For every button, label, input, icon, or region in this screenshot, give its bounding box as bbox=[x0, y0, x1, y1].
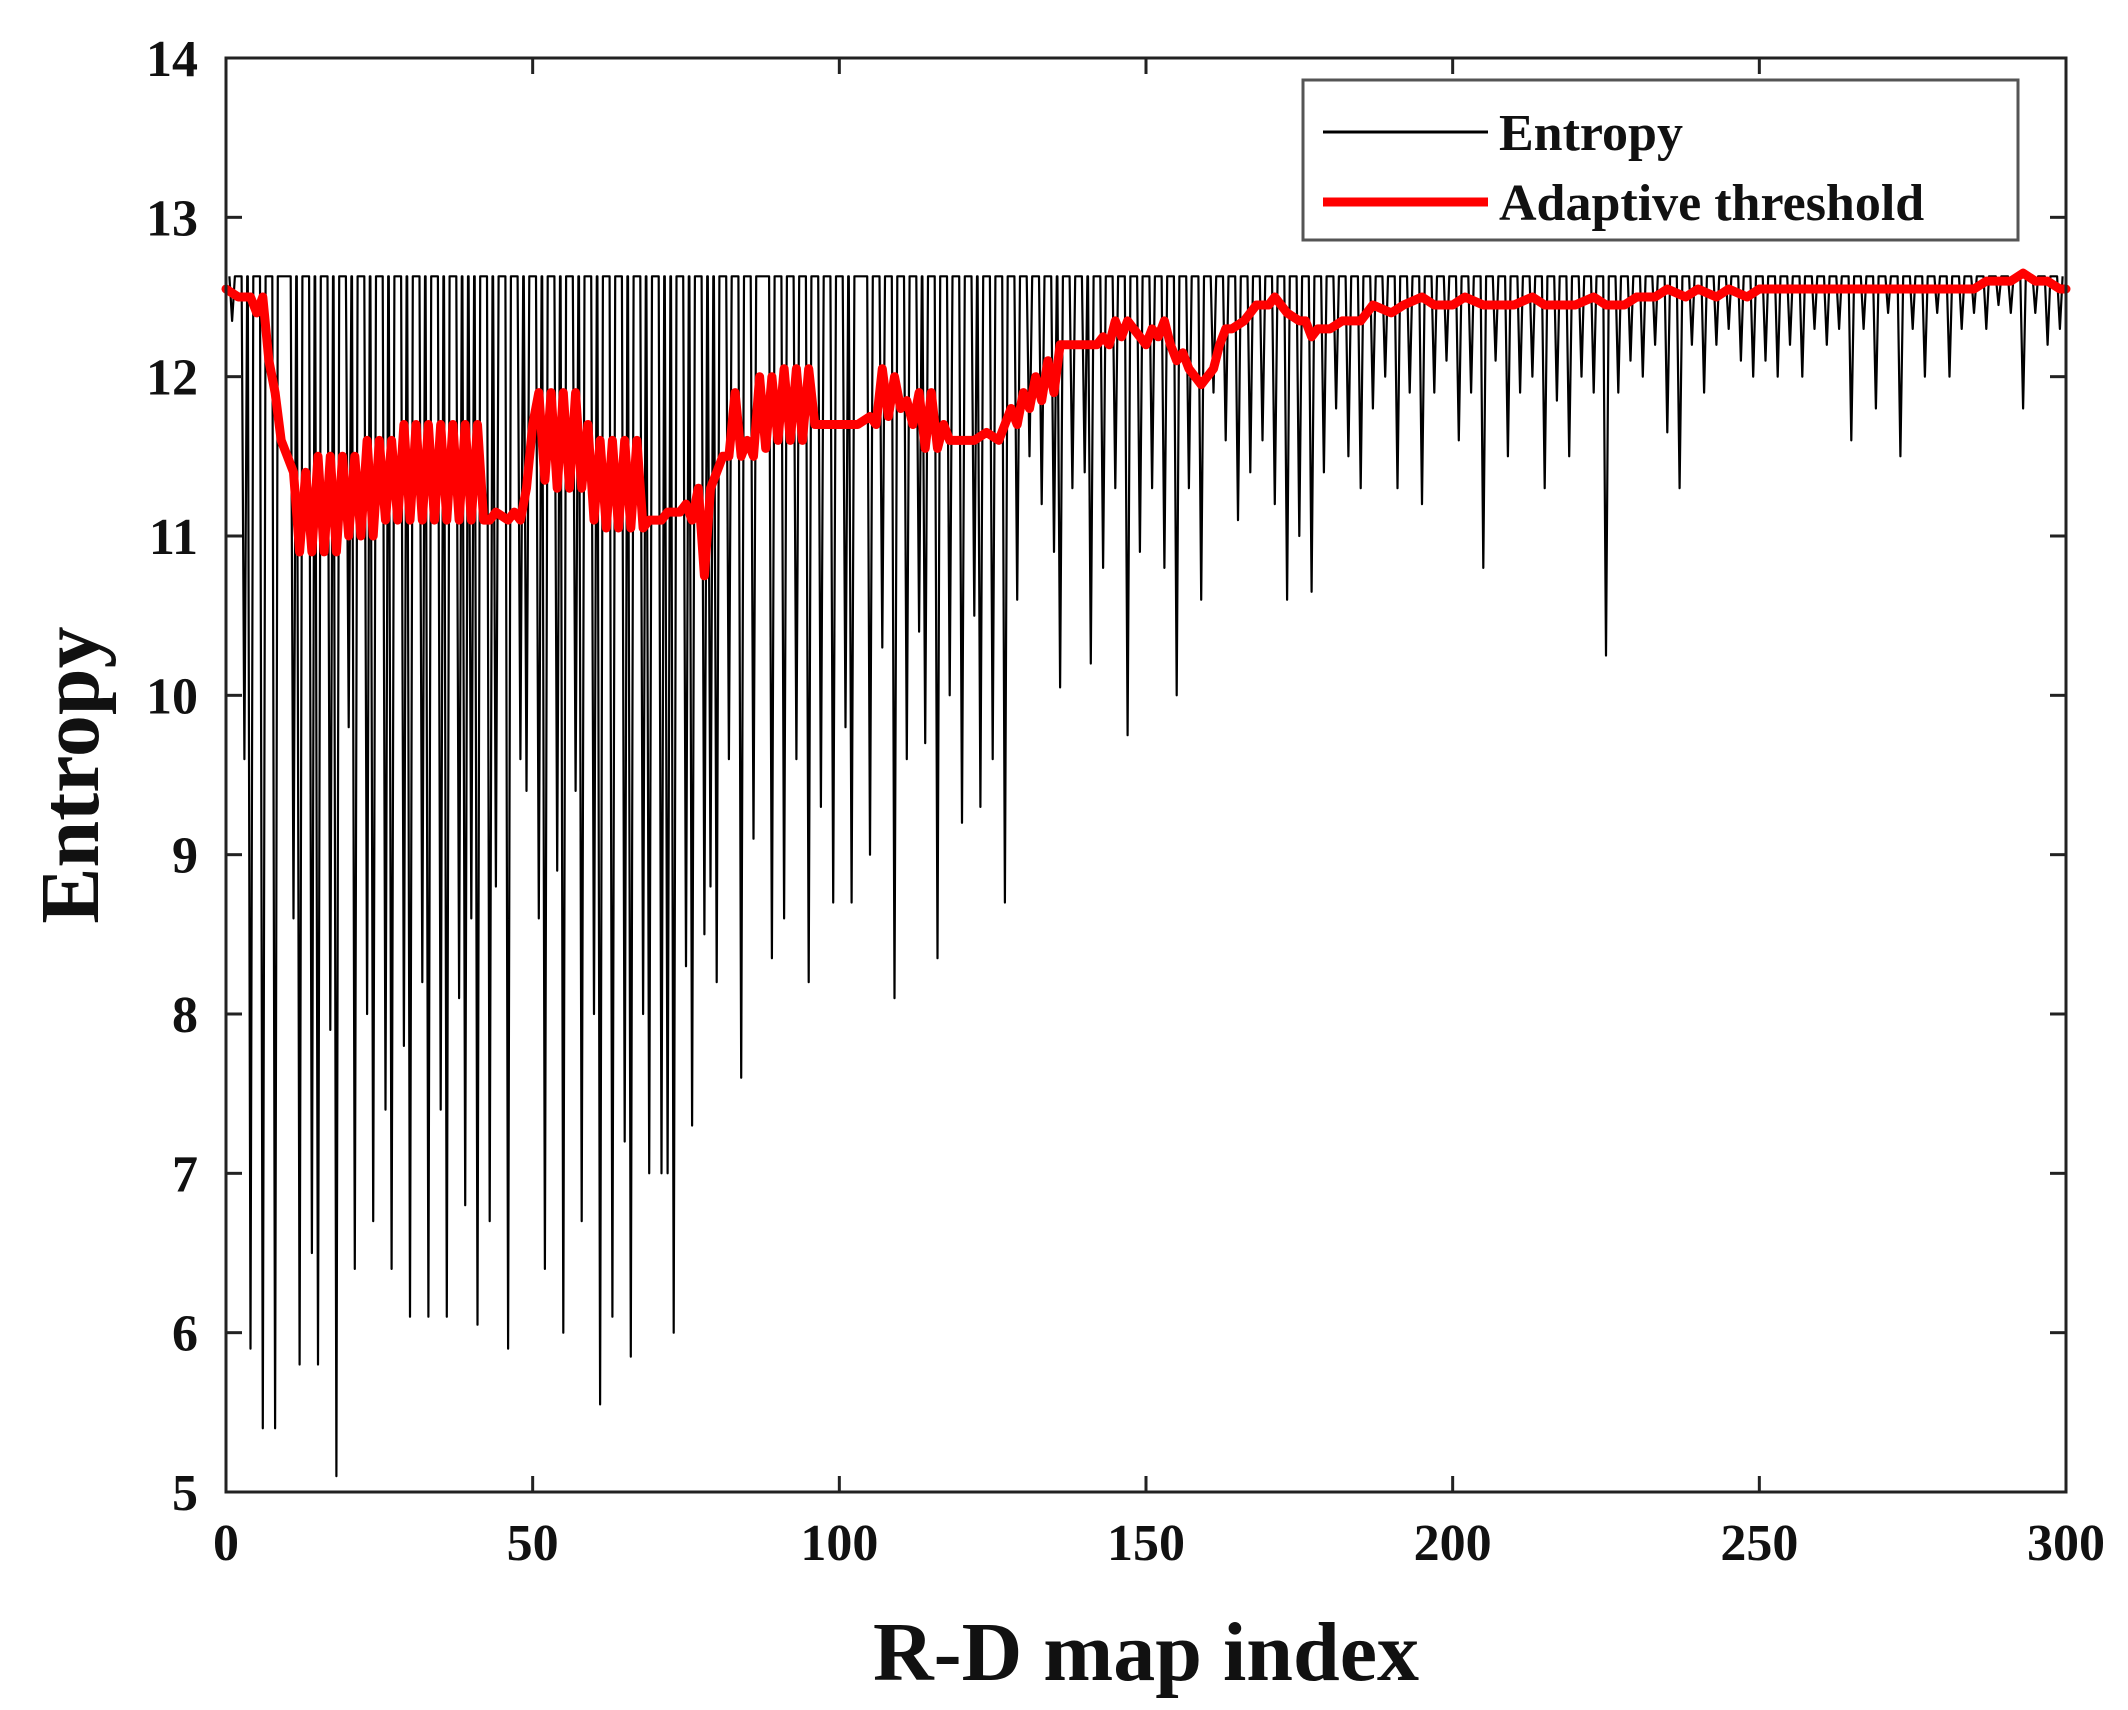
y-axis-title: Entropy bbox=[24, 626, 117, 923]
y-tick-label-5: 5 bbox=[172, 1465, 198, 1522]
plot-frame bbox=[224, 56, 2068, 1494]
y-tick-label-14: 14 bbox=[146, 31, 198, 88]
legend-label-adaptive-threshold: Adaptive threshold bbox=[1499, 175, 1924, 232]
x-tick-label-300: 300 bbox=[2027, 1515, 2105, 1572]
legend-label-entropy: Entropy bbox=[1499, 105, 1683, 162]
y-tick-label-11: 11 bbox=[149, 509, 198, 566]
y-tick-label-13: 13 bbox=[146, 190, 198, 247]
series-layer bbox=[221, 268, 2071, 1478]
x-tick-label-100: 100 bbox=[800, 1515, 878, 1572]
y-tick-label-8: 8 bbox=[172, 987, 198, 1044]
series-line-entropy bbox=[228, 275, 2064, 1478]
x-tick-label-0: 0 bbox=[213, 1515, 239, 1572]
series-line-adaptive-threshold bbox=[221, 268, 2071, 581]
x-tick-label-50: 50 bbox=[507, 1515, 559, 1572]
y-tick-label-9: 9 bbox=[172, 828, 198, 885]
legend-box bbox=[1301, 78, 2020, 242]
legend: Entropy Adaptive threshold bbox=[1301, 78, 2020, 242]
x-axis-title: R-D map index bbox=[873, 1606, 1419, 1699]
x-tick-label-200: 200 bbox=[1414, 1515, 1492, 1572]
y-tick-label-6: 6 bbox=[172, 1306, 198, 1363]
x-tick-label-250: 250 bbox=[1720, 1515, 1798, 1572]
axes-layer: 0 50 100 150 200 250 300 5 6 7 8 9 10 11 12 13 14 bbox=[146, 31, 2105, 1572]
y-tick-label-7: 7 bbox=[172, 1146, 198, 1203]
y-tick-label-10: 10 bbox=[146, 668, 198, 725]
y-tick-label-12: 12 bbox=[146, 350, 198, 407]
x-tick-label-150: 150 bbox=[1107, 1515, 1185, 1572]
